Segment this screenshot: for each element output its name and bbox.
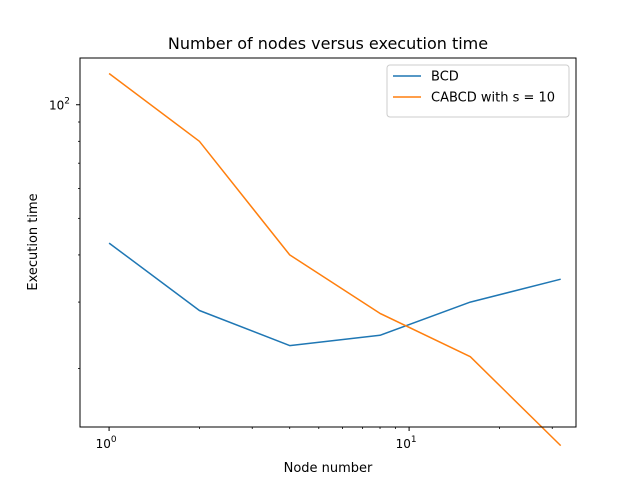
y-axis-label: Execution time [26,193,41,290]
plot-area [80,58,576,427]
chart-title: Number of nodes versus execution time [168,34,488,53]
series-layer [108,72,562,447]
legend-label: CABCD with s = 10 [431,91,555,106]
x-tick-label: 100 [96,435,117,451]
series-line-2 [108,72,562,447]
tick-layer: 100 101 102 [49,97,553,451]
legend-box [386,64,570,118]
legend: BCD CABCD with s = 10 [386,64,570,118]
x-tick-label: 101 [396,435,417,451]
legend-label: BCD [431,70,459,85]
series-line-1 [108,242,561,347]
y-tick-label: 102 [49,97,70,113]
plot-frame [79,57,577,428]
x-axis-label: Node number [284,461,373,476]
